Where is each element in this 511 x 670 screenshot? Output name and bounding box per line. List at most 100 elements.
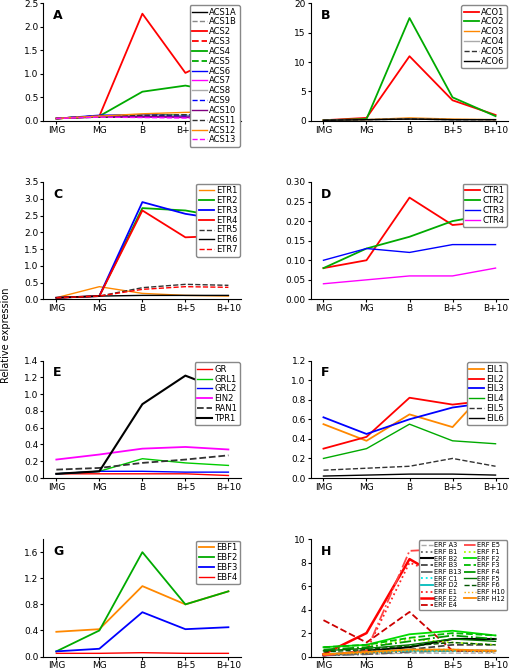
ETR7 xyxy=(225,283,231,291)
Legend: GR, GRL1, GRL2, EIN2, RAN1, TPR1: GR, GRL1, GRL2, EIN2, RAN1, TPR1 xyxy=(195,362,240,425)
TPR1 xyxy=(225,389,231,397)
CTR4 xyxy=(406,272,412,280)
ERF B2 xyxy=(493,635,499,643)
ERF B1 xyxy=(493,648,499,656)
EBF3 xyxy=(182,625,189,633)
EIL3 xyxy=(450,403,456,411)
EBF3 xyxy=(96,645,102,653)
CTR1 xyxy=(406,194,412,202)
ACS11 xyxy=(182,111,189,119)
ACS1A xyxy=(96,113,102,121)
ERF D2 xyxy=(493,647,499,655)
ERF F1 xyxy=(450,639,456,647)
Line: ERF C1: ERF C1 xyxy=(323,649,496,654)
ACS3 xyxy=(96,112,102,120)
CTR2 xyxy=(363,245,369,253)
Line: ERF B13: ERF B13 xyxy=(323,651,496,655)
ETR5 xyxy=(96,292,102,300)
ERF C1 xyxy=(363,648,369,656)
ACO1 xyxy=(363,114,369,122)
CTR4 xyxy=(363,276,369,284)
ERF B2 xyxy=(406,643,412,651)
ACS1B xyxy=(225,113,231,121)
Line: ETR2: ETR2 xyxy=(56,208,228,297)
ETR6 xyxy=(140,291,146,299)
ERF E1 xyxy=(363,647,369,655)
ACS9 xyxy=(53,115,59,123)
GRL2 xyxy=(96,467,102,475)
Line: ERF E1: ERF E1 xyxy=(323,563,496,655)
ETR3 xyxy=(140,198,146,206)
RAN1 xyxy=(140,459,146,467)
ERF F5 xyxy=(406,641,412,649)
ERF B13 xyxy=(320,651,327,659)
ERF F2 xyxy=(363,641,369,649)
EBF1 xyxy=(225,588,231,596)
ETR3 xyxy=(96,292,102,300)
ACS4 xyxy=(140,88,146,96)
ACS12 xyxy=(182,109,189,117)
ERF E5 xyxy=(363,647,369,655)
GRL1 xyxy=(225,462,231,470)
ACO4 xyxy=(363,116,369,124)
ETR4 xyxy=(225,232,231,240)
Line: ACO4: ACO4 xyxy=(323,119,496,120)
CTR3 xyxy=(363,245,369,253)
RAN1 xyxy=(182,456,189,464)
Line: ERF F6: ERF F6 xyxy=(323,643,496,652)
Line: GRL2: GRL2 xyxy=(56,471,228,474)
ERF B3 xyxy=(493,641,499,649)
ACS2 xyxy=(182,69,189,77)
Line: ERF F2: ERF F2 xyxy=(323,630,496,647)
ACS1B xyxy=(182,113,189,121)
Line: ACO5: ACO5 xyxy=(323,119,496,120)
GR xyxy=(96,470,102,478)
EIL6 xyxy=(320,472,327,480)
EIN2 xyxy=(96,450,102,458)
CTR4 xyxy=(320,280,327,288)
EIL1 xyxy=(493,376,499,384)
Line: ACS6: ACS6 xyxy=(56,115,228,119)
Line: ACS9: ACS9 xyxy=(56,115,228,119)
ACS12 xyxy=(140,110,146,118)
Line: ERF F3: ERF F3 xyxy=(323,633,496,647)
EBF4 xyxy=(96,649,102,657)
EIL1 xyxy=(363,437,369,445)
ERF E4 xyxy=(320,616,327,624)
ERF A3 xyxy=(493,649,499,657)
ACO5 xyxy=(493,116,499,124)
ERF F1 xyxy=(320,647,327,655)
ERF E5 xyxy=(493,594,499,602)
ERF H10 xyxy=(450,647,456,655)
EBF4 xyxy=(140,649,146,657)
ERF A3 xyxy=(406,649,412,657)
ERF F3 xyxy=(493,631,499,639)
ACO2 xyxy=(320,116,327,124)
ERF B3 xyxy=(320,651,327,659)
ERF H12 xyxy=(320,650,327,658)
Legend: ETR1, ETR2, ETR3, ETR4, ETR5, ETR6, ETR7: ETR1, ETR2, ETR3, ETR4, ETR5, ETR6, ETR7 xyxy=(196,184,240,257)
EIL1 xyxy=(320,420,327,428)
ACO5 xyxy=(450,116,456,124)
Text: Relative expression: Relative expression xyxy=(1,287,11,383)
ACS3 xyxy=(182,112,189,120)
EBF2 xyxy=(225,588,231,596)
ACS8 xyxy=(140,111,146,119)
ERF H12 xyxy=(363,648,369,656)
ERF B13 xyxy=(406,648,412,656)
Line: EBF1: EBF1 xyxy=(56,586,228,632)
Legend: EIL1, EIL2, EIL3, EIL4, EIL5, EIL6: EIL1, EIL2, EIL3, EIL4, EIL5, EIL6 xyxy=(467,362,507,425)
ERF A3 xyxy=(450,649,456,657)
Line: ETR1: ETR1 xyxy=(56,287,228,297)
ETR4 xyxy=(53,293,59,302)
ETR4 xyxy=(96,292,102,300)
ACS10 xyxy=(53,115,59,123)
ERF H10 xyxy=(493,648,499,656)
Line: GRL1: GRL1 xyxy=(56,459,228,474)
ERF E4 xyxy=(363,639,369,647)
EIL4 xyxy=(406,420,412,428)
ERF D2 xyxy=(450,647,456,655)
CTR2 xyxy=(450,217,456,225)
ERF H12 xyxy=(493,647,499,655)
EBF1 xyxy=(140,582,146,590)
